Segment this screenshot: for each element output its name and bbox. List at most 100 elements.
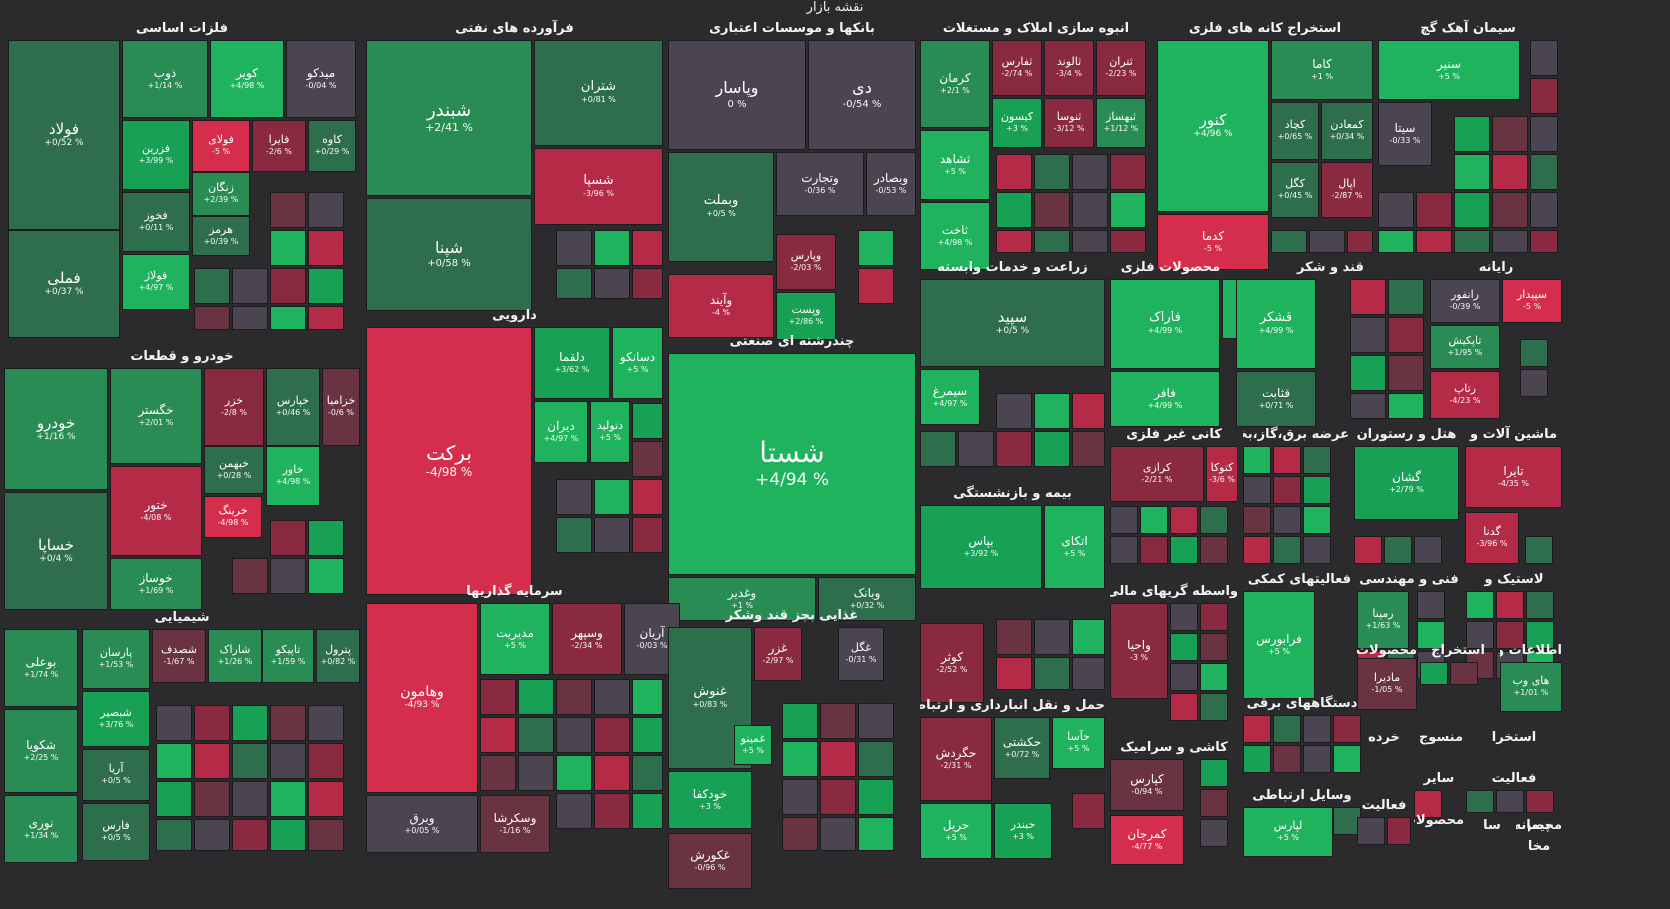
- stock-tile[interactable]: حآسا +5 %: [1052, 717, 1105, 769]
- stock-tile[interactable]: کنور +4/96 %: [1157, 40, 1269, 212]
- stock-tile-small[interactable]: [1303, 446, 1331, 474]
- stock-tile-small[interactable]: [1200, 789, 1228, 817]
- stock-tile-small[interactable]: [1303, 745, 1331, 773]
- stock-tile[interactable]: وبرق +0/05 %: [366, 795, 478, 853]
- stock-tile[interactable]: خرینگ -4/98 %: [204, 496, 262, 538]
- stock-tile-small[interactable]: [1420, 662, 1448, 685]
- stock-tile-small[interactable]: [1384, 536, 1412, 564]
- stock-tile[interactable]: کرمان +2/1 %: [920, 40, 990, 128]
- stock-tile-small[interactable]: [1350, 355, 1386, 391]
- stock-tile-small[interactable]: [1492, 230, 1528, 253]
- stock-tile[interactable]: مدیریت +5 %: [480, 603, 550, 675]
- stock-tile[interactable]: بپاس +3/92 %: [920, 505, 1042, 589]
- stock-tile[interactable]: گشان +2/79 %: [1354, 446, 1459, 520]
- stock-tile-small[interactable]: [996, 154, 1032, 190]
- stock-tile[interactable]: وپارس -2/03 %: [776, 234, 836, 290]
- stock-tile-small[interactable]: [594, 717, 630, 753]
- stock-tile-small[interactable]: [1110, 536, 1138, 564]
- stock-tile-small[interactable]: [1034, 230, 1070, 253]
- stock-tile-small[interactable]: [1273, 476, 1301, 504]
- stock-tile-small[interactable]: [1496, 790, 1524, 813]
- stock-tile[interactable]: پارسان +1/53 %: [82, 629, 150, 689]
- stock-tile-small[interactable]: [1243, 745, 1271, 773]
- stock-tile-small[interactable]: [820, 741, 856, 777]
- stock-tile-small[interactable]: [1378, 192, 1414, 228]
- stock-tile[interactable]: تاپیکو +1/59 %: [262, 629, 314, 683]
- stock-tile-small[interactable]: [920, 431, 956, 467]
- stock-tile[interactable]: کویر +4/98 %: [210, 40, 284, 118]
- stock-tile[interactable]: خاور +4/98 %: [266, 446, 320, 506]
- stock-tile[interactable]: مادیرا -1/05 %: [1357, 658, 1417, 710]
- stock-tile-small[interactable]: [782, 703, 818, 739]
- stock-tile-small[interactable]: [308, 743, 344, 779]
- stock-tile-small[interactable]: [308, 781, 344, 817]
- stock-tile-small[interactable]: [958, 431, 994, 467]
- stock-tile-small[interactable]: [1200, 663, 1228, 691]
- stock-tile-small[interactable]: [1271, 230, 1307, 253]
- stock-tile[interactable]: خزر -2/8 %: [204, 368, 264, 446]
- stock-tile-small[interactable]: [1378, 230, 1414, 253]
- stock-tile-small[interactable]: [1388, 355, 1424, 391]
- stock-tile-small[interactable]: [1072, 393, 1105, 429]
- stock-tile-small[interactable]: [858, 268, 894, 304]
- stock-tile-small[interactable]: [1110, 154, 1146, 190]
- stock-tile-small[interactable]: [308, 705, 344, 741]
- stock-tile-small[interactable]: [1526, 591, 1554, 619]
- stock-tile-small[interactable]: [1357, 817, 1385, 845]
- stock-tile[interactable]: دی -0/54 %: [808, 40, 916, 150]
- stock-tile-small[interactable]: [1466, 591, 1494, 619]
- stock-tile-small[interactable]: [1273, 715, 1301, 743]
- stock-tile[interactable]: قشکر +4/99 %: [1236, 279, 1316, 369]
- stock-tile-small[interactable]: [1496, 591, 1524, 619]
- stock-tile[interactable]: واحیا -3 %: [1110, 603, 1168, 699]
- stock-tile-small[interactable]: [270, 306, 306, 330]
- stock-tile-small[interactable]: [1200, 633, 1228, 661]
- stock-tile[interactable]: کتوکا -3/6 %: [1206, 446, 1238, 502]
- stock-tile[interactable]: لپارس +5 %: [1243, 807, 1333, 857]
- stock-tile-small[interactable]: [556, 793, 592, 829]
- stock-tile-small[interactable]: [594, 268, 630, 299]
- stock-tile[interactable]: گدنا -3/96 %: [1465, 512, 1519, 564]
- stock-tile[interactable]: ذوب +1/14 %: [122, 40, 208, 118]
- stock-tile-small[interactable]: [232, 306, 268, 330]
- stock-tile-small[interactable]: [1417, 621, 1445, 649]
- stock-tile[interactable]: میدکو -0/04 %: [286, 40, 356, 118]
- stock-tile-small[interactable]: [1492, 192, 1528, 228]
- stock-tile-small[interactable]: [194, 781, 230, 817]
- stock-tile-small[interactable]: [1530, 154, 1558, 190]
- stock-tile[interactable]: خساپا +0/4 %: [4, 492, 108, 610]
- stock-tile-small[interactable]: [156, 705, 192, 741]
- stock-tile-small[interactable]: [996, 192, 1032, 228]
- stock-tile-small[interactable]: [1110, 192, 1146, 228]
- stock-tile[interactable]: فملی +0/37 %: [8, 230, 120, 338]
- stock-tile[interactable]: برکت -4/98 %: [366, 327, 532, 595]
- stock-tile-small[interactable]: [1034, 619, 1070, 655]
- stock-tile[interactable]: شستا +4/94 %: [668, 353, 916, 575]
- stock-tile[interactable]: زنگان +2/39 %: [192, 172, 250, 216]
- stock-tile-small[interactable]: [1496, 621, 1524, 649]
- stock-tile-small[interactable]: [270, 520, 306, 556]
- stock-tile-small[interactable]: [1273, 536, 1301, 564]
- stock-tile-small[interactable]: [1200, 693, 1228, 721]
- stock-tile-small[interactable]: [632, 268, 663, 299]
- stock-tile-small[interactable]: [996, 431, 1032, 467]
- stock-tile-small[interactable]: [1072, 657, 1105, 690]
- stock-tile[interactable]: رمپنا +1/63 %: [1357, 591, 1409, 649]
- stock-tile[interactable]: های وب +1/01 %: [1500, 662, 1562, 712]
- stock-tile-small[interactable]: [1072, 192, 1108, 228]
- stock-tile[interactable]: ثاخت +4/98 %: [920, 202, 990, 270]
- stock-tile[interactable]: کوثر -2/52 %: [920, 623, 984, 703]
- stock-tile[interactable]: ثشاهد +5 %: [920, 130, 990, 200]
- stock-tile[interactable]: تاپکیش +1/95 %: [1430, 325, 1500, 369]
- stock-tile-small[interactable]: [1333, 807, 1361, 835]
- stock-tile[interactable]: شتران +0/81 %: [534, 40, 663, 146]
- stock-tile[interactable]: شصدف -1/67 %: [152, 629, 206, 683]
- stock-tile[interactable]: وتجارت -0/36 %: [776, 152, 864, 216]
- stock-tile[interactable]: کاوه +0/29 %: [308, 120, 356, 172]
- stock-tile-small[interactable]: [270, 558, 306, 594]
- stock-tile-small[interactable]: [858, 230, 894, 266]
- stock-tile-small[interactable]: [270, 819, 306, 851]
- stock-tile-small[interactable]: [1354, 536, 1382, 564]
- stock-tile-small[interactable]: [518, 679, 554, 715]
- stock-tile-small[interactable]: [1170, 633, 1198, 661]
